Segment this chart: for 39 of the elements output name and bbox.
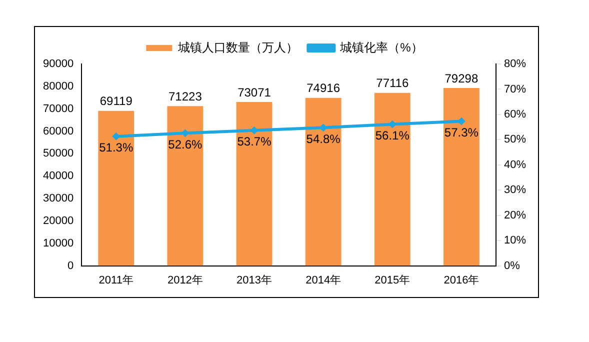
y2-tick-label: 40% [504, 158, 526, 171]
data-label: 51.3% [99, 140, 134, 155]
data-label: 57.3% [444, 126, 479, 140]
x-tick-label: 2011年 [98, 274, 134, 286]
y-tick-label: 40000 [42, 170, 74, 182]
x-tick-label: 2014年 [306, 274, 342, 286]
data-label: 69119 [100, 94, 133, 108]
data-label: 74916 [306, 81, 340, 96]
legend-label: 城镇化率（%） [339, 40, 423, 54]
y-tick-label: 70000 [42, 102, 74, 115]
y-tick-label: 20000 [42, 214, 74, 227]
x-tick-label: 2012年 [167, 274, 203, 286]
y-tick-label: 60000 [42, 125, 74, 138]
y2-tick-label: 70% [504, 83, 526, 96]
y2-tick-label: 50% [504, 134, 526, 146]
data-label: 73071 [238, 85, 272, 100]
data-label: 77116 [376, 76, 409, 90]
data-label: 52.6% [168, 137, 203, 152]
data-label: 71223 [168, 89, 202, 104]
legend-label: 城镇人口数量（万人） [177, 40, 298, 54]
data-label: 79298 [444, 71, 478, 86]
y2-tick-label: 20% [504, 209, 526, 222]
y-tick-label: 90000 [42, 58, 74, 70]
y2-tick-label: 60% [504, 108, 526, 120]
y-tick-label: 80000 [42, 80, 74, 92]
x-tick-label: 2016年 [444, 274, 480, 286]
y-tick-label: 0 [67, 260, 74, 272]
y-tick-label: 10000 [42, 237, 74, 250]
y2-tick-label: 80% [504, 58, 526, 70]
y2-tick-label: 0% [504, 260, 520, 272]
y2-tick-label: 10% [504, 234, 526, 247]
x-tick-label: 2013年 [236, 274, 272, 286]
data-label: 53.7% [237, 134, 272, 149]
y-tick-label: 50000 [42, 148, 74, 160]
data-label: 56.1% [375, 128, 410, 143]
y-tick-label: 30000 [42, 192, 74, 205]
data-label: 54.8% [306, 132, 341, 146]
x-tick-label: 2015年 [374, 274, 410, 286]
y2-tick-label: 30% [504, 184, 526, 196]
